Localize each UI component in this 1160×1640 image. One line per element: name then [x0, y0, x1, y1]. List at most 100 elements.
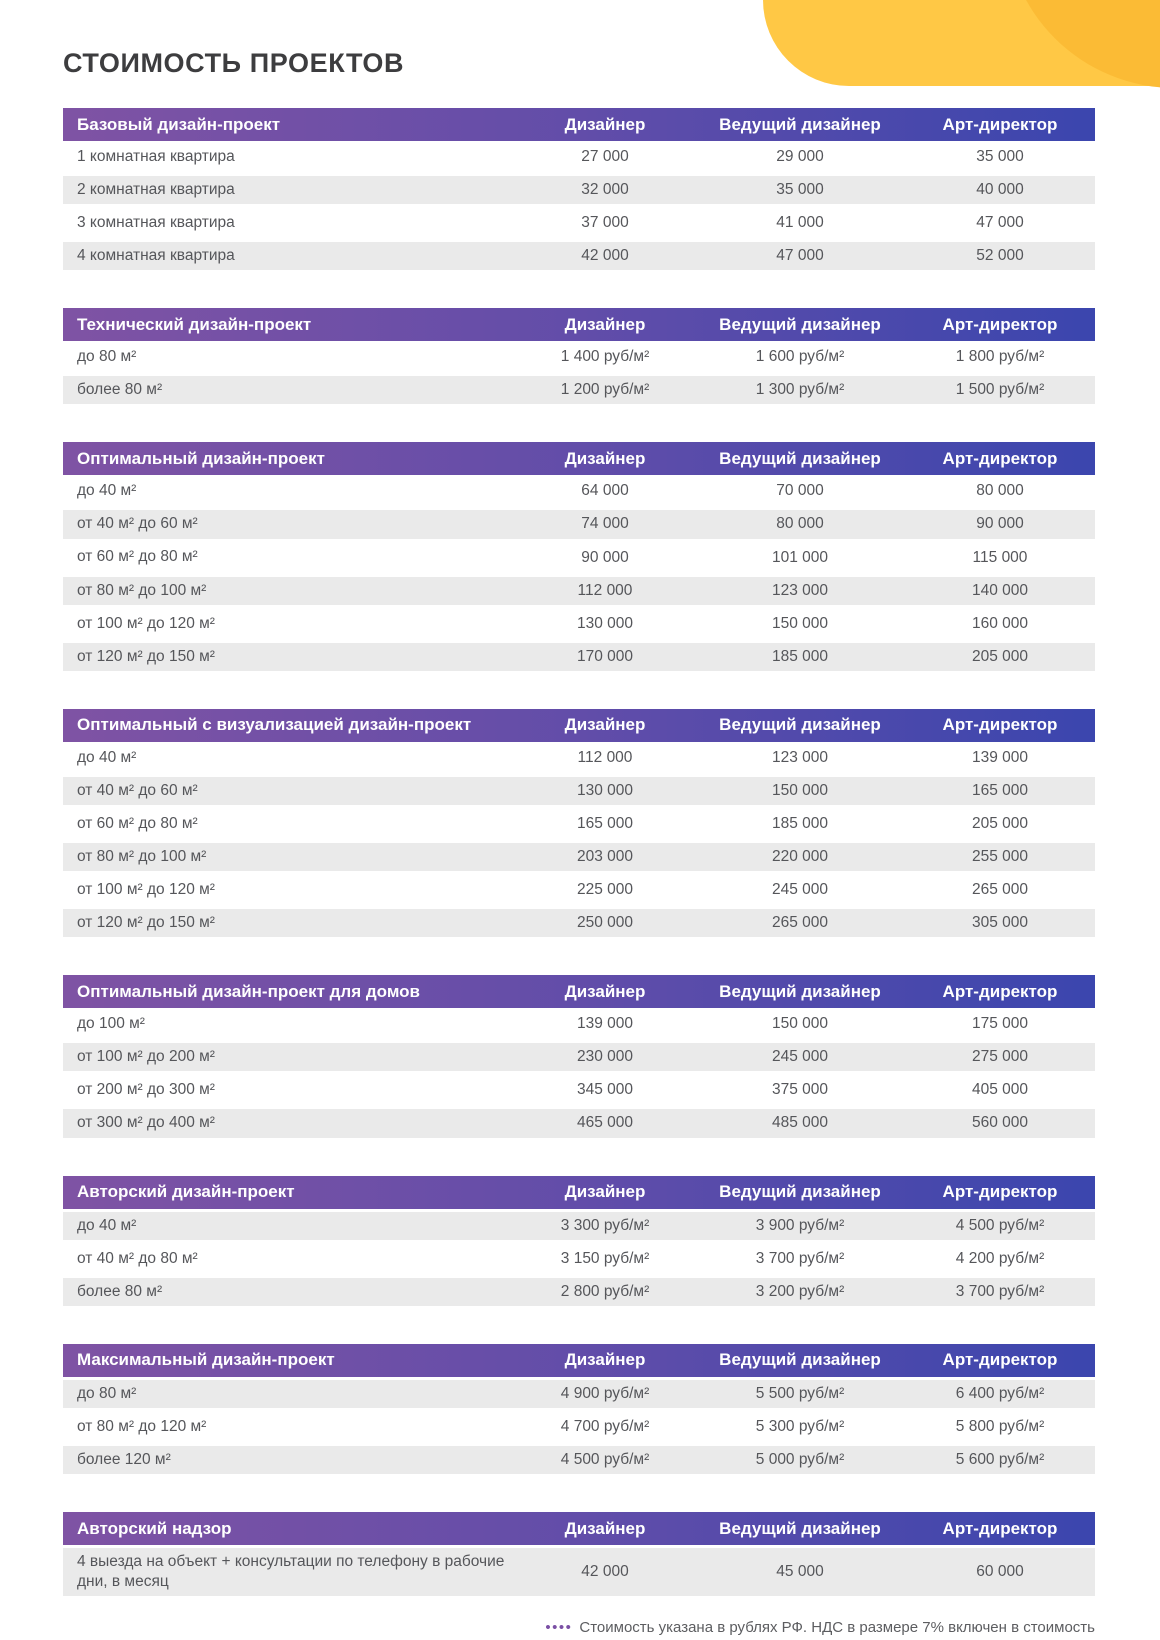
- footnote-dots-icon: ••••: [545, 1619, 573, 1637]
- table-header: Оптимальный дизайн-проект для домов Дизай…: [63, 975, 1095, 1009]
- price-cell: 37 000: [581, 214, 629, 232]
- price-cell: 47 000: [776, 247, 824, 265]
- content-area: СТОИМОСТЬ ПРОЕКТОВ Базовый дизайн-проект…: [63, 0, 1095, 1636]
- price-cell: 265 000: [771, 914, 829, 932]
- row-label: от 60 м² до 80 м²: [77, 814, 198, 832]
- row-label: до 100 м²: [77, 1015, 145, 1033]
- row-label: от 200 м² до 300 м²: [77, 1081, 215, 1099]
- price-cell: 42 000: [581, 247, 629, 265]
- price-cell: 230 000: [576, 1048, 634, 1066]
- row-label: от 300 м² до 400 м²: [77, 1114, 215, 1132]
- price-cell: 170 000: [576, 647, 634, 665]
- column-header: Ведущий дизайнер: [719, 1182, 881, 1202]
- column-header: Ведущий дизайнер: [719, 448, 881, 468]
- table-title: Авторский надзор: [77, 1518, 232, 1538]
- price-cell: 90 000: [976, 515, 1024, 533]
- table-header: Максимальный дизайн-проект Дизайнер Ведущи…: [63, 1343, 1095, 1377]
- price-cell: 4 200 руб/м²: [955, 1249, 1045, 1267]
- column-header: Арт-директор: [942, 114, 1058, 134]
- table-row: до 40 м² 3 300 руб/м² 3 900 руб/м² 4 500 ру…: [63, 1208, 1095, 1243]
- price-cell: 4 900 руб/м²: [560, 1384, 650, 1402]
- row-label: от 80 м² до 100 м²: [77, 581, 207, 599]
- table-header: Технический дизайн-проект Дизайнер Ведущий…: [63, 308, 1095, 342]
- price-cell: 560 000: [971, 1114, 1029, 1132]
- table-row: от 60 м² до 80 м² 165 000 185 000 205 000: [63, 807, 1095, 840]
- row-label: от 80 м² до 120 м²: [77, 1417, 207, 1435]
- price-cell: 35 000: [776, 181, 824, 199]
- column-header: Ведущий дизайнер: [719, 314, 881, 334]
- price-cell: 139 000: [576, 1015, 634, 1033]
- row-label: от 100 м² до 120 м²: [77, 614, 215, 632]
- price-cell: 165 000: [971, 781, 1029, 799]
- table-row: от 100 м² до 120 м² 225 000 245 000 265 000: [63, 874, 1095, 907]
- table-row: от 120 м² до 150 м² 170 000 185 000 205 000: [63, 639, 1095, 674]
- row-label: 1 комнатная квартира: [77, 147, 235, 165]
- row-label: от 100 м² до 120 м²: [77, 881, 215, 899]
- price-cell: 5 500 руб/м²: [755, 1384, 845, 1402]
- column-header: Дизайнер: [564, 1182, 646, 1202]
- column-header: Дизайнер: [564, 448, 646, 468]
- price-cell: 275 000: [971, 1048, 1029, 1066]
- column-header: Ведущий дизайнер: [719, 981, 881, 1001]
- price-cell: 64 000: [581, 482, 629, 500]
- price-cell: 47 000: [976, 214, 1024, 232]
- price-cell: 245 000: [771, 881, 829, 899]
- price-cell: 150 000: [771, 614, 829, 632]
- row-label: от 40 м² до 60 м²: [77, 781, 198, 799]
- pricing-table: Технический дизайн-проект Дизайнер Ведущий…: [63, 308, 1095, 408]
- table-row: более 120 м² 4 500 руб/м² 5 000 руб/м² 5 60…: [63, 1442, 1095, 1478]
- table-row: 1 комнатная квартира 27 000 29 000 35 000: [63, 141, 1095, 173]
- price-cell: 1 800 руб/м²: [955, 348, 1045, 366]
- price-cell: 3 300 руб/м²: [560, 1216, 650, 1234]
- table-row: от 120 м² до 150 м² 250 000 265 000 305 000: [63, 906, 1095, 941]
- price-cell: 27 000: [581, 148, 629, 165]
- price-cell: 405 000: [971, 1081, 1029, 1099]
- price-cell: 5 300 руб/м²: [755, 1417, 845, 1435]
- price-cell: 205 000: [971, 814, 1029, 832]
- row-label: до 40 м²: [77, 1216, 137, 1234]
- price-cell: 3 150 руб/м²: [560, 1249, 650, 1267]
- row-label: от 80 м² до 100 м²: [77, 847, 207, 865]
- table-header: Базовый дизайн-проект Дизайнер Ведущий диз…: [63, 108, 1095, 141]
- price-cell: 5 800 руб/м²: [955, 1417, 1045, 1435]
- column-header: Ведущий дизайнер: [719, 1518, 881, 1538]
- price-cell: 5 600 руб/м²: [955, 1451, 1045, 1469]
- price-cell: 375 000: [771, 1081, 829, 1099]
- pricing-table: Максимальный дизайн-проект Дизайнер Ведущи…: [63, 1343, 1095, 1478]
- price-cell: 1 300 руб/м²: [755, 381, 845, 399]
- table-title: Оптимальный дизайн-проект: [77, 448, 325, 468]
- price-cell: 80 000: [776, 515, 824, 533]
- price-cell: 5 000 руб/м²: [755, 1451, 845, 1469]
- price-cell: 139 000: [971, 748, 1029, 766]
- row-label: 4 комнатная квартира: [77, 247, 235, 265]
- column-header: Арт-директор: [942, 981, 1058, 1001]
- table-row: более 80 м² 1 200 руб/м² 1 300 руб/м² 1 500…: [63, 373, 1095, 408]
- table-row: от 60 м² до 80 м² 90 000 101 000 115 000: [63, 541, 1095, 574]
- pricing-table: Авторский надзор Дизайнер Ведущий дизайнер…: [63, 1512, 1095, 1600]
- price-cell: 6 400 руб/м²: [955, 1384, 1045, 1402]
- table-row: 3 комнатная квартира 37 000 41 000 47 000: [63, 207, 1095, 240]
- price-cell: 80 000: [976, 482, 1024, 500]
- price-cell: 1 500 руб/м²: [955, 381, 1045, 399]
- row-label: более 80 м²: [77, 1282, 163, 1300]
- table-row: более 80 м² 2 800 руб/м² 3 200 руб/м² 3 700…: [63, 1274, 1095, 1309]
- row-label: от 100 м² до 200 м²: [77, 1048, 215, 1066]
- column-header: Дизайнер: [564, 981, 646, 1001]
- pricing-table: Базовый дизайн-проект Дизайнер Ведущий диз…: [63, 108, 1095, 274]
- price-cell: 4 500 руб/м²: [560, 1451, 650, 1469]
- table-title: Оптимальный дизайн-проект для домов: [77, 981, 421, 1001]
- price-cell: 3 900 руб/м²: [755, 1216, 845, 1234]
- price-cell: 1 600 руб/м²: [755, 348, 845, 366]
- table-header: Авторский надзор Дизайнер Ведущий дизайнер…: [63, 1512, 1095, 1546]
- page-title: СТОИМОСТЬ ПРОЕКТОВ: [63, 48, 405, 78]
- price-cell: 265 000: [971, 881, 1029, 899]
- table-row: 4 комнатная квартира 42 000 47 000 52 000: [63, 239, 1095, 274]
- row-label: 4 выезда на объект + консультации по тел…: [77, 1553, 505, 1591]
- table-row: от 100 м² до 120 м² 130 000 150 000 160 000: [63, 607, 1095, 640]
- table-row: от 100 м² до 200 м² 230 000 245 000 275 000: [63, 1040, 1095, 1075]
- row-label: до 80 м²: [77, 348, 137, 366]
- price-cell: 70 000: [776, 482, 824, 500]
- footnote: •••• Стоимость указана в рублях РФ. НДС в…: [63, 1619, 1095, 1636]
- price-cell: 175 000: [971, 1015, 1029, 1033]
